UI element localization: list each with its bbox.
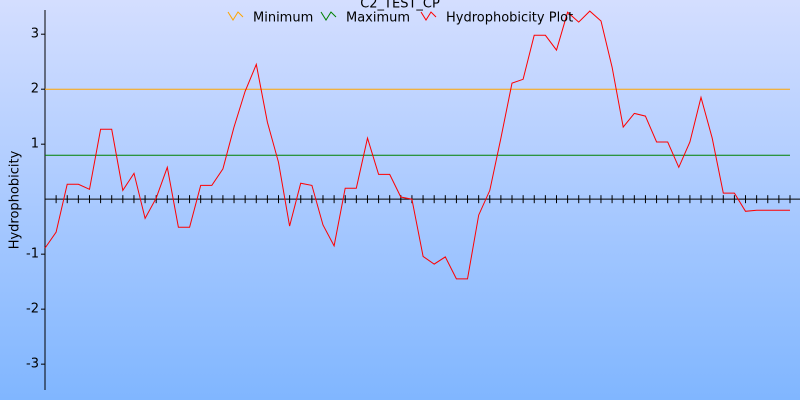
y-tick-label: -2 (26, 302, 39, 317)
legend-icon (320, 11, 337, 21)
legend-label: Maximum (346, 11, 410, 26)
chart-title: C2_TEST_CP (360, 0, 440, 12)
y-tick-label: -1 (26, 247, 39, 262)
legend-label: Hydrophobicity Plot (446, 11, 573, 26)
y-tick-label: 3 (31, 27, 39, 42)
legend-icon (227, 11, 244, 21)
series-line (44, 10, 790, 280)
y-tick-label: -3 (26, 357, 39, 372)
legend-icon (420, 11, 437, 21)
y-tick-label: 2 (31, 82, 39, 97)
y-tick-label: 1 (31, 137, 39, 152)
y-axis-label: Hydrophobicity (8, 150, 23, 249)
legend-label: Minimum (253, 11, 313, 26)
